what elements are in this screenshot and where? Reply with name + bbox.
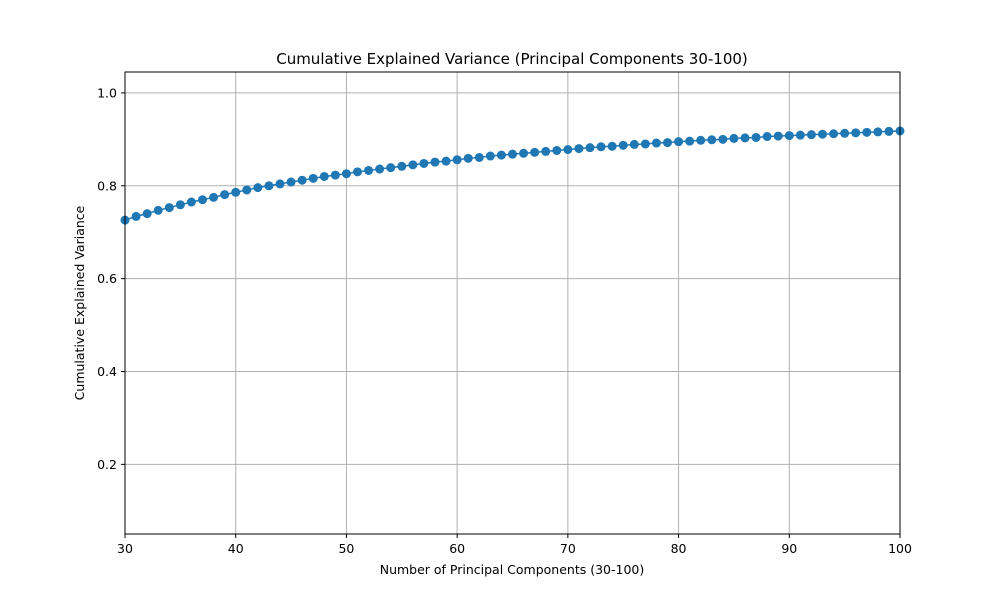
data-point [175,200,185,210]
data-point [640,139,650,149]
x-tick-label: 60 [449,541,465,556]
y-tick-label: 0.4 [97,364,117,379]
data-point [242,185,252,195]
data-point [186,197,196,207]
data-point [851,128,861,138]
series-line [124,130,901,221]
data-point [496,150,506,160]
data-point [364,165,374,175]
data-point [441,156,451,166]
data-point [353,167,362,177]
data-point [585,143,595,153]
x-tick-label: 90 [781,541,797,556]
data-point [153,205,163,215]
data-point [419,158,429,168]
y-axis-label: Cumulative Explained Variance [72,205,87,400]
data-point [818,129,827,139]
x-tick-label: 30 [117,541,133,556]
data-point [530,147,540,157]
data-point [618,140,628,150]
data-point [220,190,230,200]
data-point [341,169,351,179]
data-point [685,136,695,146]
x-tick-label: 100 [888,541,912,556]
data-point [142,209,152,219]
chart-title: Cumulative Explained Variance (Principal… [276,50,748,68]
data-point [430,157,440,167]
x-tick-label: 70 [560,541,576,556]
data-point [275,179,285,189]
data-point [795,130,805,140]
data-point [330,170,340,180]
data-point [452,155,462,165]
data-point [164,203,174,213]
data-point [629,139,639,149]
data-point [485,151,495,161]
data-point [729,133,739,143]
data-point [231,187,241,197]
data-point [198,195,207,205]
data-point [707,135,717,145]
data-point [829,129,839,139]
data-point [131,211,141,221]
data-point [563,145,573,155]
data-point [663,138,672,148]
data-point [253,183,263,193]
data-point [862,127,872,137]
data-point [751,132,761,142]
series-layer [120,126,905,225]
data-point [651,138,661,148]
data-point [286,177,296,187]
x-axis-label: Number of Principal Components (30-100) [380,562,645,577]
data-point [319,171,329,181]
data-point [541,146,551,156]
data-point [474,152,484,162]
grid [124,72,901,534]
data-point [574,144,584,154]
data-point [696,135,706,145]
data-point [375,164,385,174]
data-point [519,148,529,158]
data-point [806,130,816,140]
data-point [718,134,728,144]
data-point [508,149,517,159]
data-point [740,133,750,143]
x-tick-label: 80 [671,541,687,556]
data-point [884,126,894,136]
data-point [463,153,473,163]
data-point [209,192,219,202]
x-tick-label: 40 [228,541,244,556]
data-point [386,163,396,173]
data-point [308,173,318,183]
y-tick-label: 0.2 [97,457,117,472]
data-point [297,175,307,185]
y-tick-label: 1.0 [97,85,117,100]
x-axis-ticks: 30 40 50 60 70 80 90 100 [117,534,912,556]
data-point [674,137,684,147]
data-point [397,161,407,171]
y-tick-label: 0.6 [97,271,117,286]
data-point [264,181,274,191]
data-point [408,160,418,170]
data-point [773,131,783,141]
data-point [552,145,562,155]
data-point [762,132,772,142]
y-axis-ticks: 0.2 0.4 0.6 0.8 1.0 [97,85,125,472]
data-point [840,128,850,138]
y-tick-label: 0.8 [97,178,117,193]
data-point [784,131,794,141]
x-tick-label: 50 [338,541,354,556]
data-point [607,141,617,151]
data-point [596,142,606,152]
data-point [873,127,883,137]
plot-frame [124,71,901,535]
